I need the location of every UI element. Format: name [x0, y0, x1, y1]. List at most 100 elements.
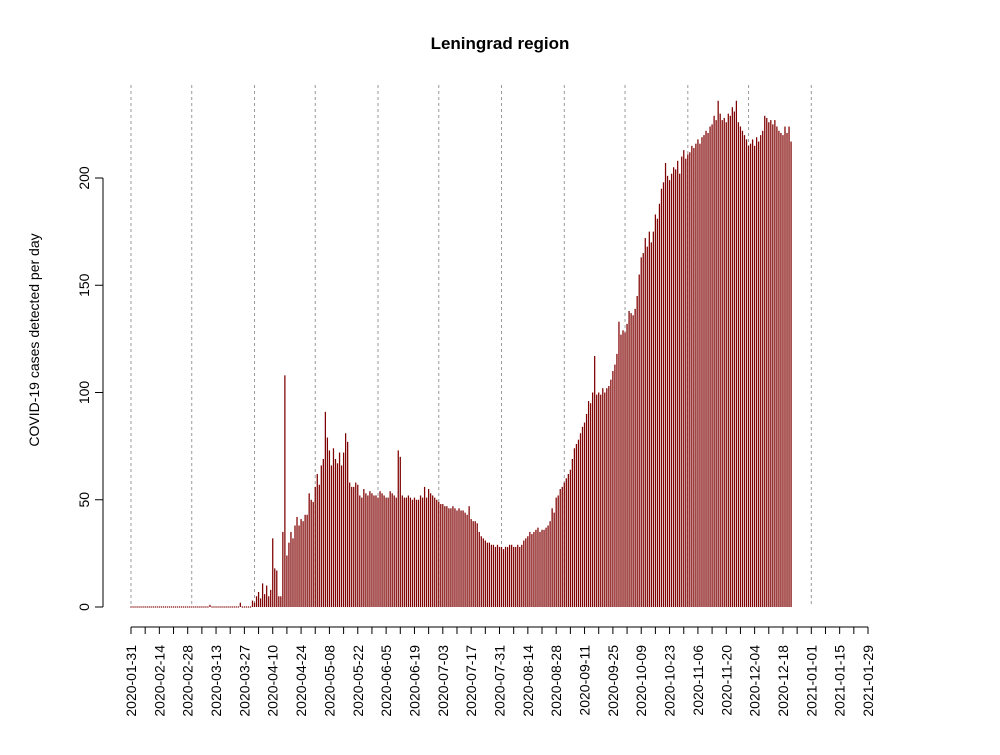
bar — [430, 493, 432, 607]
bar — [596, 394, 598, 607]
bar — [172, 606, 175, 608]
x-axis: 2020-01-31 2020-02-14 2020-02-28 2020-03-13… — [123, 626, 876, 717]
bar — [484, 540, 486, 607]
bar — [662, 182, 665, 608]
bar — [201, 606, 203, 608]
bar — [367, 495, 369, 607]
bar — [361, 497, 363, 607]
bar — [423, 486, 426, 607]
bar — [541, 529, 543, 607]
bar — [749, 143, 752, 607]
bar — [559, 489, 561, 607]
bar — [739, 126, 742, 608]
bar — [565, 478, 567, 607]
bar — [446, 506, 448, 607]
bar — [626, 323, 628, 607]
bar — [373, 495, 375, 607]
bar — [164, 606, 167, 608]
bar — [573, 448, 576, 607]
bar — [480, 536, 482, 607]
bar — [638, 274, 640, 607]
bar — [555, 497, 557, 607]
bar — [713, 115, 715, 608]
x-tick-label: 2020-07-17 — [463, 645, 479, 717]
bar — [504, 546, 507, 607]
bar — [148, 606, 150, 608]
bar — [533, 531, 535, 607]
bar — [316, 474, 318, 607]
bar — [393, 495, 395, 607]
bar — [517, 544, 519, 607]
bar — [478, 531, 480, 607]
bar — [296, 516, 298, 607]
bar — [312, 501, 314, 607]
bar — [545, 527, 547, 607]
bar — [628, 310, 630, 607]
x-tick-label: 2020-12-18 — [775, 645, 791, 717]
bar — [436, 499, 438, 607]
bar — [666, 175, 669, 608]
bar — [547, 525, 549, 607]
bar — [241, 606, 243, 608]
bar — [717, 100, 719, 607]
bar — [634, 308, 636, 607]
bar — [185, 606, 187, 608]
bar — [243, 606, 246, 608]
bar — [419, 495, 422, 607]
x-tick-label: 2020-05-22 — [350, 645, 366, 717]
bar — [219, 606, 221, 608]
bar — [215, 606, 217, 608]
bar — [743, 135, 746, 607]
x-tick-label: 2020-03-13 — [208, 645, 224, 717]
bar — [624, 332, 626, 607]
bar — [618, 321, 620, 607]
bar — [460, 510, 462, 607]
bar — [174, 606, 177, 608]
bar — [442, 504, 444, 607]
bar — [146, 606, 148, 608]
bar — [191, 606, 193, 608]
bar — [338, 452, 341, 607]
bar — [318, 484, 320, 607]
bar — [561, 486, 563, 607]
bar — [233, 606, 235, 608]
bar — [231, 606, 233, 608]
bar — [428, 489, 430, 607]
x-tick-label: 2020-07-31 — [492, 645, 508, 717]
bar — [298, 525, 300, 607]
x-tick-label: 2020-03-27 — [236, 645, 252, 717]
bar — [646, 246, 648, 607]
bar — [452, 506, 454, 607]
bar — [314, 486, 316, 607]
bar — [142, 606, 144, 608]
bar — [130, 606, 132, 608]
bar — [719, 113, 721, 608]
bar — [379, 491, 381, 607]
bars — [130, 100, 792, 608]
bar — [292, 538, 294, 607]
bar — [581, 426, 584, 607]
y-tick-label: 100 — [76, 381, 92, 405]
bar — [508, 544, 511, 607]
bar — [274, 568, 276, 607]
bar — [571, 458, 574, 607]
bar — [725, 122, 727, 607]
bar — [733, 111, 735, 607]
bar — [336, 463, 339, 607]
bar — [589, 403, 592, 607]
bar — [351, 486, 353, 607]
x-tick-label: 2020-09-25 — [605, 645, 621, 717]
bar — [523, 540, 525, 607]
bar — [140, 606, 142, 608]
bar — [217, 606, 219, 608]
bar — [183, 606, 185, 608]
bar — [328, 450, 331, 607]
bar — [322, 458, 324, 607]
bar — [642, 253, 644, 607]
bar — [780, 132, 782, 607]
bar — [132, 606, 134, 608]
bar — [496, 544, 499, 607]
bar — [656, 218, 659, 607]
bar — [788, 126, 790, 608]
